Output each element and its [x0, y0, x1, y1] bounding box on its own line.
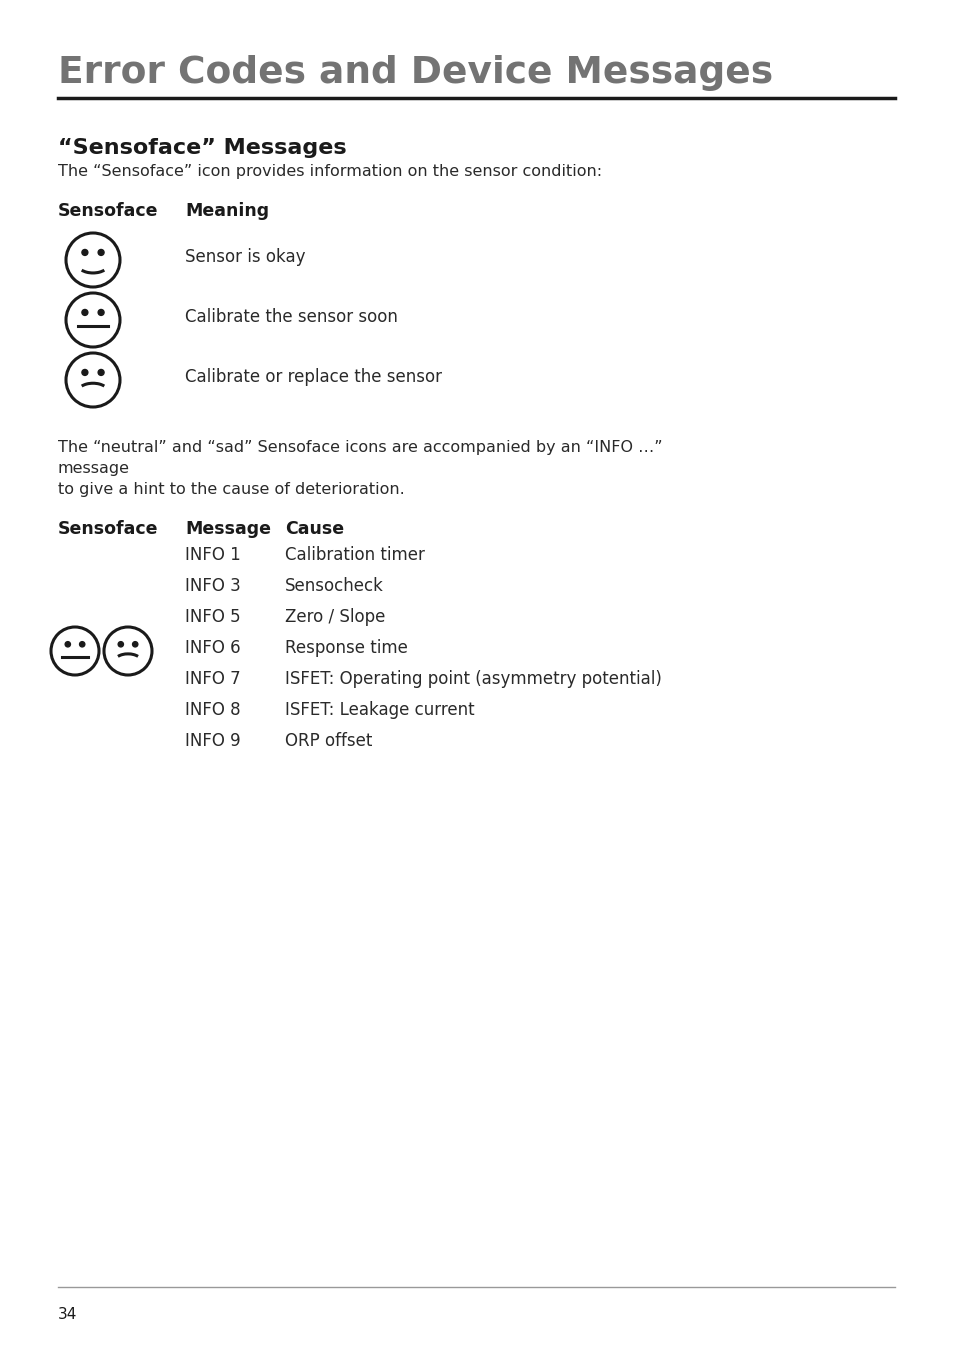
Text: “Sensoface” Messages: “Sensoface” Messages [58, 139, 346, 157]
Text: Message: Message [185, 521, 271, 538]
Text: Calibration timer: Calibration timer [285, 546, 424, 564]
Circle shape [98, 309, 104, 316]
Circle shape [98, 370, 104, 375]
Circle shape [65, 642, 71, 647]
Text: INFO 8: INFO 8 [185, 701, 240, 720]
Text: message: message [58, 461, 130, 476]
Circle shape [82, 370, 88, 375]
Text: Error Codes and Device Messages: Error Codes and Device Messages [58, 55, 772, 91]
Text: Calibrate or replace the sensor: Calibrate or replace the sensor [185, 369, 441, 386]
Text: ISFET: Operating point (asymmetry potential): ISFET: Operating point (asymmetry potent… [285, 670, 661, 689]
Text: INFO 5: INFO 5 [185, 608, 240, 625]
Text: INFO 9: INFO 9 [185, 732, 240, 751]
Text: ORP offset: ORP offset [285, 732, 372, 751]
Circle shape [79, 642, 85, 647]
Text: INFO 7: INFO 7 [185, 670, 240, 689]
Text: INFO 3: INFO 3 [185, 577, 240, 594]
Circle shape [82, 309, 88, 316]
Text: Zero / Slope: Zero / Slope [285, 608, 385, 625]
Text: Cause: Cause [285, 521, 344, 538]
Text: Meaning: Meaning [185, 202, 269, 221]
Text: Sensoface: Sensoface [58, 521, 158, 538]
Circle shape [82, 249, 88, 256]
Text: INFO 1: INFO 1 [185, 546, 240, 564]
Text: Response time: Response time [285, 639, 408, 656]
Text: INFO 6: INFO 6 [185, 639, 240, 656]
Text: The “Sensoface” icon provides information on the sensor condition:: The “Sensoface” icon provides informatio… [58, 164, 601, 179]
Text: Sensocheck: Sensocheck [285, 577, 383, 594]
Text: Calibrate the sensor soon: Calibrate the sensor soon [185, 308, 397, 325]
Text: The “neutral” and “sad” Sensoface icons are accompanied by an “INFO …”: The “neutral” and “sad” Sensoface icons … [58, 440, 662, 455]
Circle shape [118, 642, 123, 647]
Circle shape [132, 642, 137, 647]
Text: ISFET: Leakage current: ISFET: Leakage current [285, 701, 475, 720]
Text: to give a hint to the cause of deterioration.: to give a hint to the cause of deteriora… [58, 482, 404, 498]
Circle shape [98, 249, 104, 256]
Text: 34: 34 [58, 1307, 77, 1322]
Text: Sensoface: Sensoface [58, 202, 158, 221]
Text: Sensor is okay: Sensor is okay [185, 247, 305, 266]
